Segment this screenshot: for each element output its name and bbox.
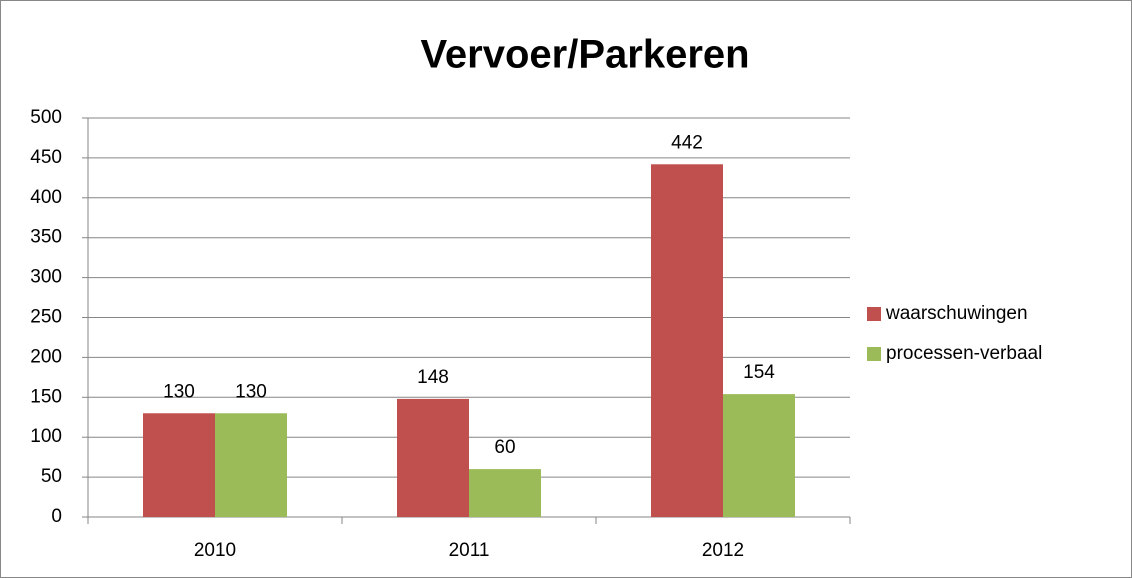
y-tick-label: 400 [30,187,62,208]
y-tick-label: 200 [30,346,62,367]
bar [215,413,287,517]
y-tick-label: 150 [30,386,62,407]
bar [469,469,541,517]
y-tick-label: 0 [51,506,62,527]
bar [143,413,215,517]
y-tick-label: 350 [30,227,62,248]
bar [651,164,723,517]
legend-swatch [867,347,881,361]
y-tick-label: 250 [30,307,62,328]
legend-label: processen-verbaal [886,343,1042,364]
data-label: 154 [743,362,775,383]
y-tick-label: 450 [30,147,62,168]
y-tick-label: 50 [41,466,62,487]
legend-swatch [867,307,881,321]
y-tick-label: 500 [30,107,62,128]
chart-title: Vervoer/Parkeren [420,33,749,77]
data-label: 60 [494,437,515,458]
bar [723,394,795,517]
y-tick-label: 100 [30,426,62,447]
bar [397,398,469,517]
y-tick-label: 300 [30,267,62,288]
legend-label: waarschuwingen [885,303,1028,324]
data-label: 130 [235,381,267,402]
x-tick-label: 2010 [194,540,236,561]
data-label: 442 [671,132,703,153]
data-label: 148 [417,367,449,388]
data-label: 130 [163,381,195,402]
x-tick-label: 2012 [702,540,744,561]
x-tick-label: 2011 [449,540,490,561]
